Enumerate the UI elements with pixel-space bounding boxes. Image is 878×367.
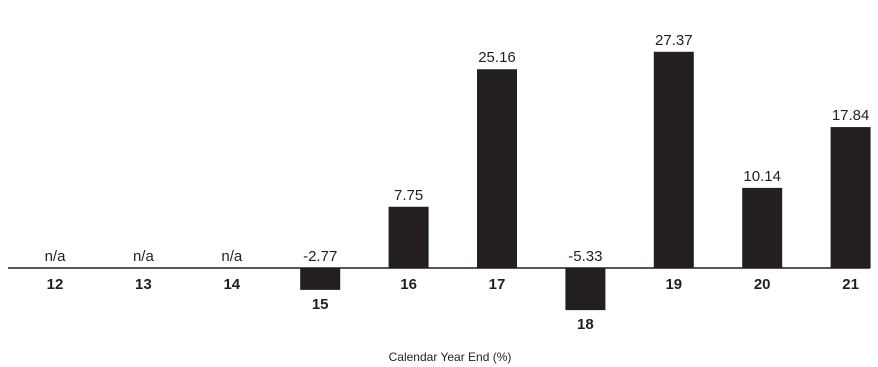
value-label-17: 25.16 bbox=[478, 49, 516, 66]
value-label-19: 27.37 bbox=[655, 32, 693, 49]
bar-15 bbox=[300, 268, 341, 290]
bars-layer bbox=[300, 51, 871, 311]
bar-16 bbox=[388, 206, 429, 268]
labels-layer: n/a 12 n/a 13 n/a 14 -2.77 15 7.75 16 25.16 17 -5.33… bbox=[45, 32, 870, 333]
bar-19 bbox=[653, 51, 694, 268]
value-label-13: n/a bbox=[133, 248, 155, 265]
bar-18 bbox=[565, 268, 606, 311]
category-label-19: 19 bbox=[665, 276, 682, 293]
value-label-15: -2.77 bbox=[303, 248, 337, 265]
category-label-12: 12 bbox=[47, 276, 64, 293]
category-label-17: 17 bbox=[489, 276, 506, 293]
category-label-16: 16 bbox=[400, 276, 417, 293]
value-label-16: 7.75 bbox=[394, 187, 423, 204]
value-label-18: -5.33 bbox=[568, 248, 602, 265]
value-label-21: 17.84 bbox=[832, 107, 870, 124]
x-axis-title: Calendar Year End (%) bbox=[389, 350, 512, 364]
value-label-14: n/a bbox=[221, 248, 243, 265]
category-label-20: 20 bbox=[754, 276, 771, 293]
category-label-21: 21 bbox=[842, 276, 859, 293]
category-label-15: 15 bbox=[312, 296, 329, 313]
category-label-18: 18 bbox=[577, 316, 594, 333]
bar-17 bbox=[477, 69, 517, 269]
bar-21 bbox=[830, 127, 871, 269]
value-label-12: n/a bbox=[45, 248, 67, 265]
category-label-14: 14 bbox=[223, 276, 240, 293]
value-label-20: 10.14 bbox=[743, 168, 781, 185]
category-label-13: 13 bbox=[135, 276, 152, 293]
bar-20 bbox=[742, 187, 783, 268]
